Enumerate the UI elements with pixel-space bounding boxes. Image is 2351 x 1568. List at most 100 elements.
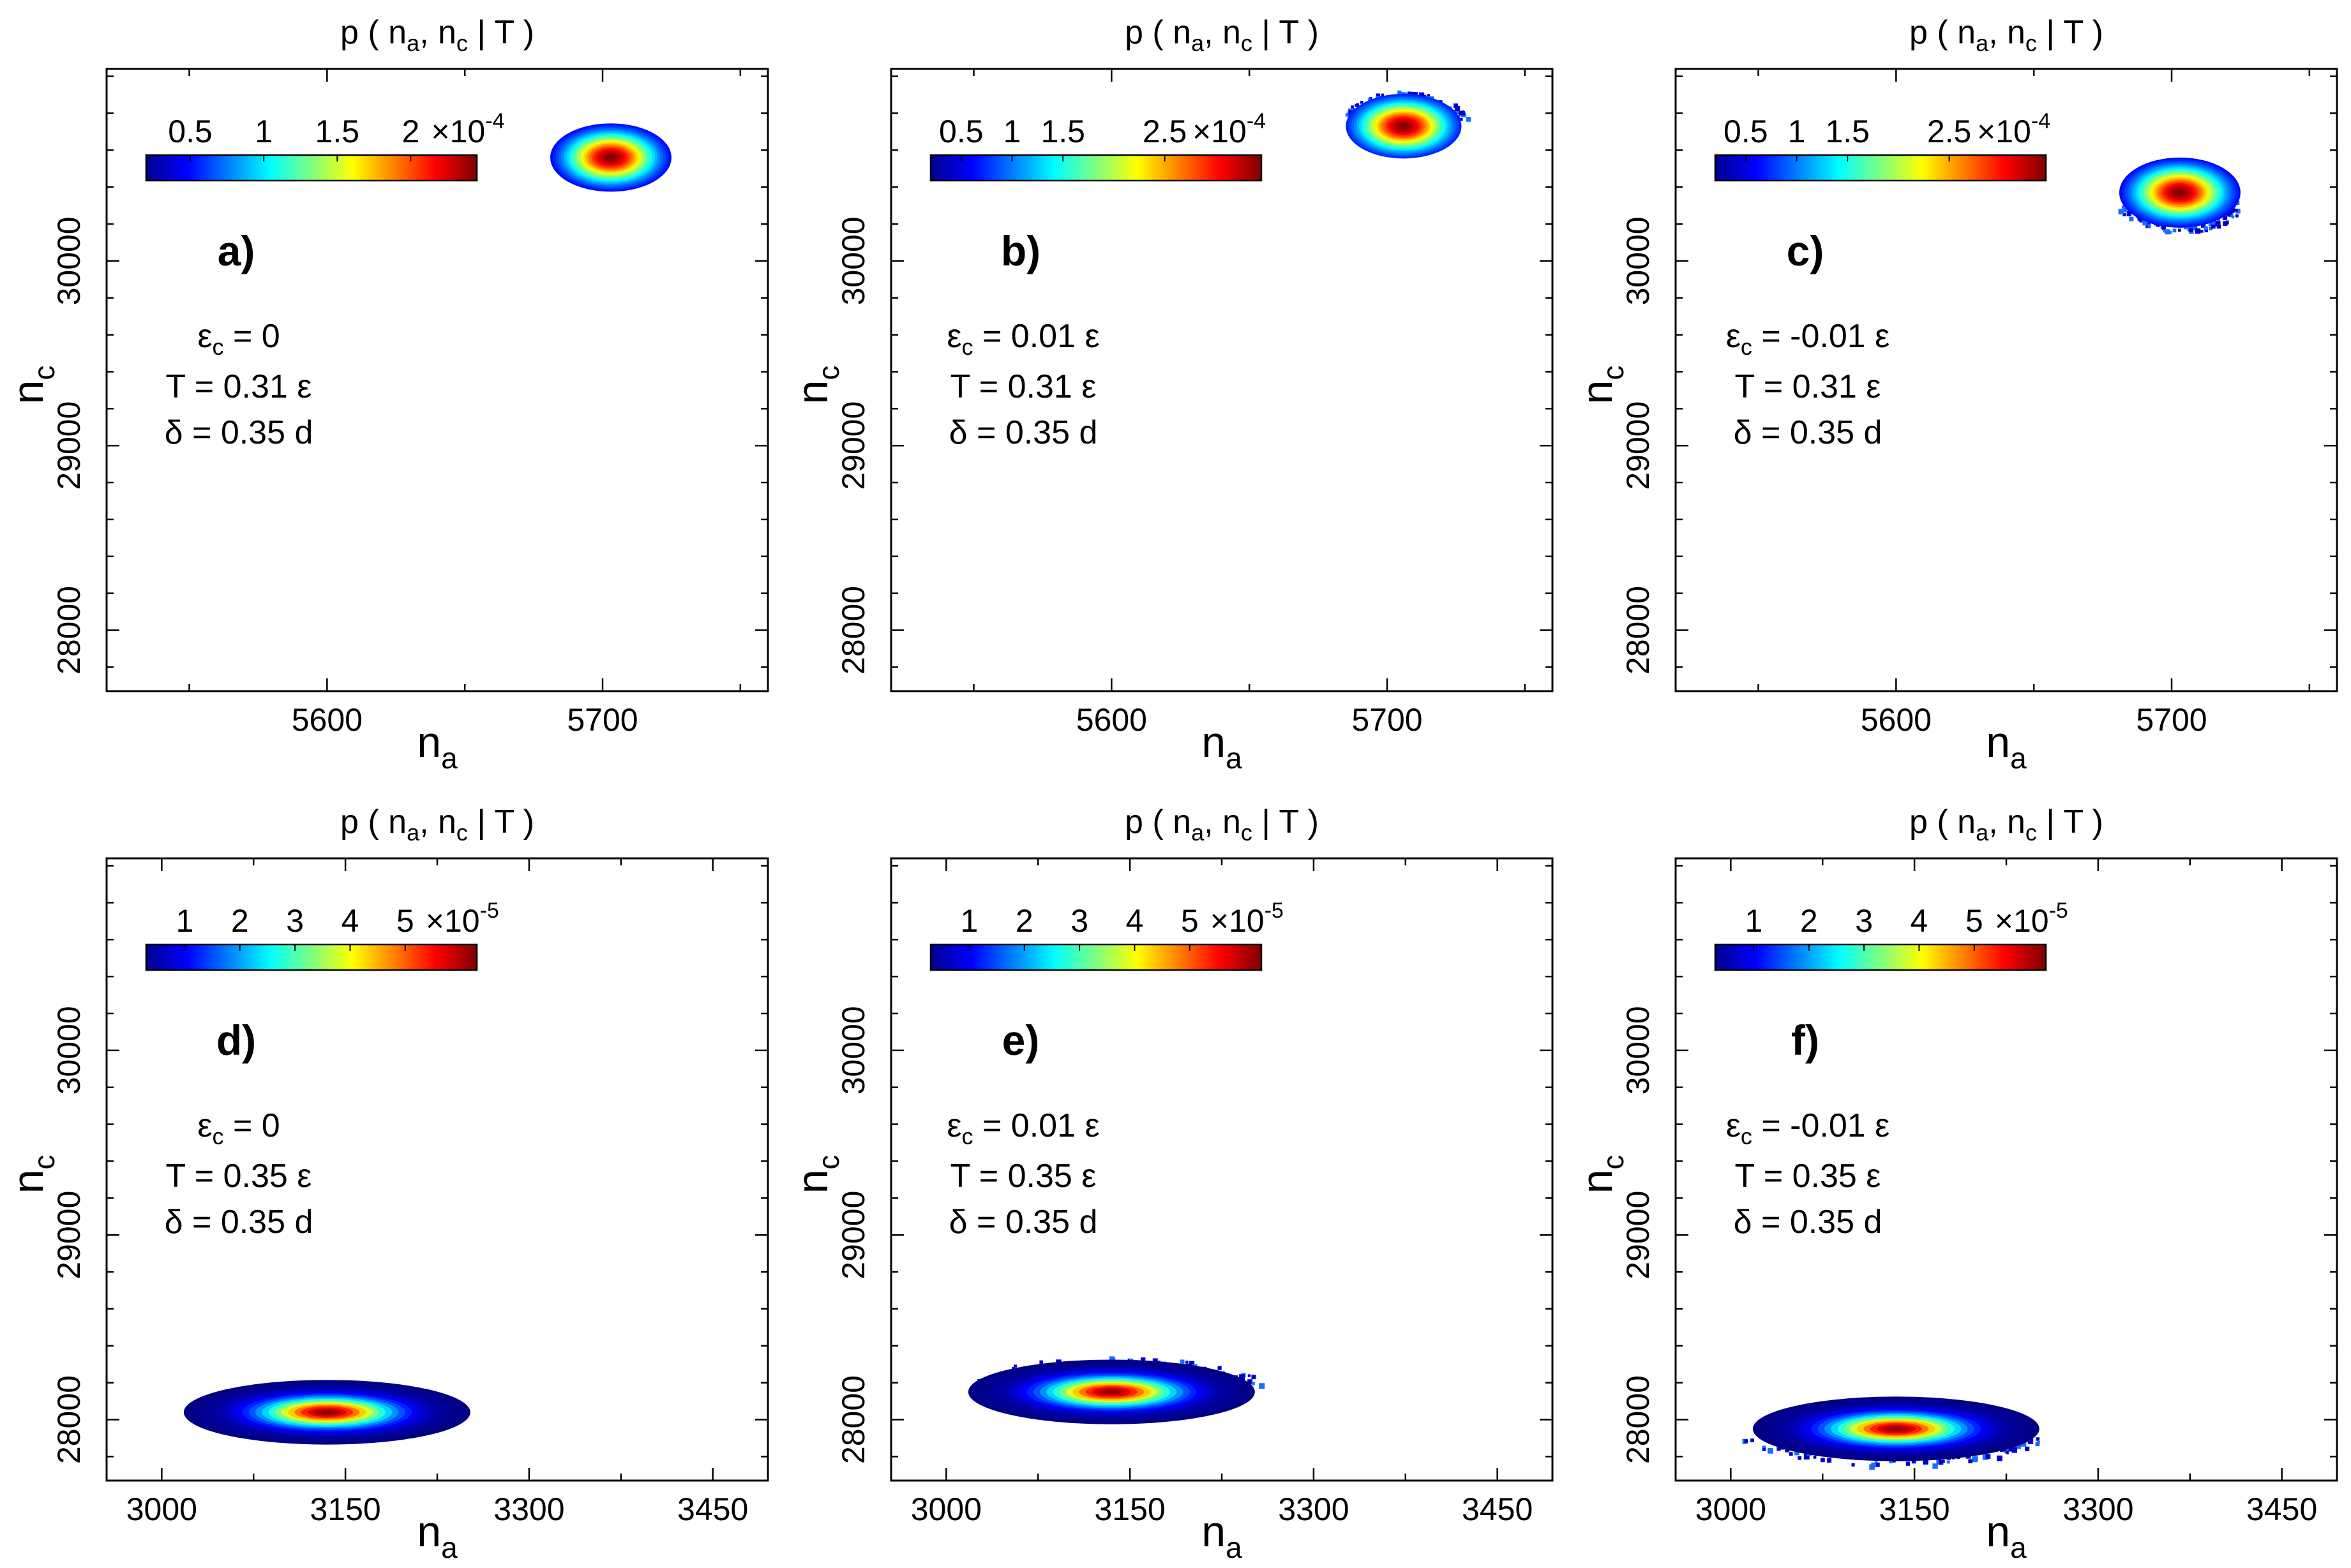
heatmap-noise-pixel xyxy=(1923,1459,1928,1465)
x-tick-label: 3000 xyxy=(1695,1491,1766,1527)
heatmap-noise-pixel xyxy=(2235,209,2241,214)
y-tick-label: 29000 xyxy=(51,1191,87,1280)
annotation-temperature: T = 0.35 ε xyxy=(950,1158,1097,1195)
heatmap-distribution xyxy=(1345,90,1471,159)
panel-title: p ( na, nc | T ) xyxy=(340,14,534,56)
y-tick-label: 30000 xyxy=(51,1006,87,1094)
colorbar-tick-label: 0.5 xyxy=(939,114,984,149)
colorbar-tick-label: 5 xyxy=(396,903,414,939)
heatmap-noise-pixel xyxy=(1453,110,1459,115)
heatmap-distribution xyxy=(550,123,672,192)
colorbar-tick-label: 3 xyxy=(286,903,304,939)
annotation-temperature: T = 0.31 ε xyxy=(950,368,1097,405)
panel-b: p ( na, nc | T ) 5600 5700 28000 29000 30000 n… xyxy=(788,14,1554,775)
heatmap-noise-pixel xyxy=(2037,1440,2040,1444)
colorbar-tick-label: 1 xyxy=(961,903,979,939)
heatmap-noise-pixel xyxy=(2025,1446,2030,1451)
heatmap-noise-pixel xyxy=(2204,228,2208,233)
x-tick-label: 5600 xyxy=(1861,702,1932,738)
heatmap-noise-pixel xyxy=(2021,1441,2027,1447)
annotation-delta: δ = 0.35 d xyxy=(949,414,1098,451)
colorbar-tick-label: 1 xyxy=(176,903,194,939)
heatmap-noise-pixel xyxy=(2200,223,2206,228)
y-tick-label: 28000 xyxy=(836,586,871,675)
colorbar-tick-label: 3 xyxy=(1070,903,1088,939)
annotation-temperature: T = 0.35 ε xyxy=(1735,1158,1881,1195)
heatmap-noise-pixel xyxy=(2036,1437,2040,1441)
heatmap-noise-pixel xyxy=(1744,1439,1748,1443)
heatmap-noise-pixel xyxy=(1459,117,1463,121)
heatmap-noise-pixel xyxy=(2223,221,2228,227)
annotation-temperature: T = 0.31 ε xyxy=(166,368,312,405)
heatmap-noise-pixel xyxy=(2162,225,2167,229)
colorbar-tick-label: 2.5 xyxy=(1927,114,1972,149)
colorbar-tick-label: 5 xyxy=(1181,903,1199,939)
colorbar-tick-label: 3 xyxy=(1855,903,1873,939)
colorbar-tick-label: 4 xyxy=(1911,903,1928,939)
heatmap-noise-pixel xyxy=(1941,1460,1945,1463)
heatmap-noise-pixel xyxy=(1180,1359,1185,1364)
heatmap-noise-pixel xyxy=(2216,224,2221,229)
x-tick-label: 3300 xyxy=(1278,1491,1349,1527)
x-tick-label: 3150 xyxy=(1094,1491,1165,1527)
heatmap-noise-pixel xyxy=(2209,227,2212,231)
heatmap-noise-pixel xyxy=(1768,1447,1773,1454)
panel-a: p ( na, nc | T ) 5600 5700 28000 29000 30000 n… xyxy=(4,14,769,775)
colorbar-gradient xyxy=(1714,943,2047,971)
x-axis-label: na xyxy=(1201,1507,1242,1564)
heatmap-noise-pixel xyxy=(1762,1445,1766,1450)
heatmap-noise-pixel xyxy=(1247,1374,1251,1377)
heatmap-noise-pixel xyxy=(1851,1463,1855,1467)
heatmap-noise-pixel xyxy=(1185,1361,1189,1364)
heatmap-noise-pixel xyxy=(2204,226,2208,230)
colorbar-tick-label: 2 xyxy=(231,903,249,939)
heatmap-noise-pixel xyxy=(2178,228,2181,232)
annotation-eps-c: εc = 0.01 ε xyxy=(947,1107,1099,1149)
annotation-eps-c: εc = -0.01 ε xyxy=(1726,1107,1890,1149)
colorbar-exponent: ×10-4 xyxy=(1977,109,2050,149)
colorbar-tick-label: 1 xyxy=(1745,903,1763,939)
plot-frame xyxy=(1674,68,2338,692)
colorbar-tick-label: 0.5 xyxy=(1724,114,1768,149)
heatmap-noise-pixel xyxy=(1968,1459,1972,1463)
colorbar-tick-label: 5 xyxy=(1965,903,1983,939)
colorbar-tick-label: 4 xyxy=(342,903,359,939)
x-tick-label: 5700 xyxy=(1351,702,1422,738)
x-axis-label: na xyxy=(417,1507,458,1564)
heatmap-noise-pixel xyxy=(2211,225,2215,229)
heatmap-noise-pixel xyxy=(1368,98,1371,101)
annotation-delta: δ = 0.35 d xyxy=(165,414,313,451)
heatmap-noise-pixel xyxy=(1217,1366,1222,1370)
annotation-eps-c: εc = 0 xyxy=(197,1107,280,1149)
annotation-delta: δ = 0.35 d xyxy=(1734,414,1882,451)
panel-label: f) xyxy=(1791,1017,1819,1064)
heatmap-noise-pixel xyxy=(2142,221,2147,226)
heatmap-noise-pixel xyxy=(2008,1445,2015,1452)
panel-d: p ( na, nc | T ) 3000 3150 3300 3450 28000 290… xyxy=(4,803,769,1564)
heatmap-noise-pixel xyxy=(1014,1364,1017,1368)
panel-label: a) xyxy=(218,227,255,274)
heatmap-noise-pixel xyxy=(2227,213,2230,217)
heatmap-noise-pixel xyxy=(1813,1456,1817,1459)
heatmap-density-contour xyxy=(1105,1390,1118,1394)
y-tick-label: 29000 xyxy=(1620,401,1656,490)
colorbar-tick-label: 1.5 xyxy=(1825,114,1870,149)
y-tick-label: 28000 xyxy=(1620,1375,1656,1464)
heatmap-noise-pixel xyxy=(1466,117,1471,122)
colorbar-gradient xyxy=(1714,154,2047,182)
heatmap-noise-pixel xyxy=(1427,94,1430,97)
heatmap-noise-pixel xyxy=(2017,1444,2022,1449)
heatmap-noise-pixel xyxy=(1397,90,1402,95)
colorbar-exponent: ×10-5 xyxy=(1995,899,2068,939)
heatmap-noise-pixel xyxy=(1875,1462,1880,1467)
heatmap-noise-pixel xyxy=(1874,1460,1878,1463)
plot-frame xyxy=(105,68,769,692)
annotation-delta: δ = 0.35 d xyxy=(1734,1204,1882,1241)
heatmap-noise-pixel xyxy=(2225,220,2229,224)
heatmap-noise-pixel xyxy=(1889,1459,1893,1463)
heatmap-noise-pixel xyxy=(2211,220,2216,225)
annotation-temperature: T = 0.31 ε xyxy=(1735,368,1881,405)
heatmap-noise-pixel xyxy=(2165,229,2170,235)
heatmap-noise-pixel xyxy=(1247,1379,1253,1385)
